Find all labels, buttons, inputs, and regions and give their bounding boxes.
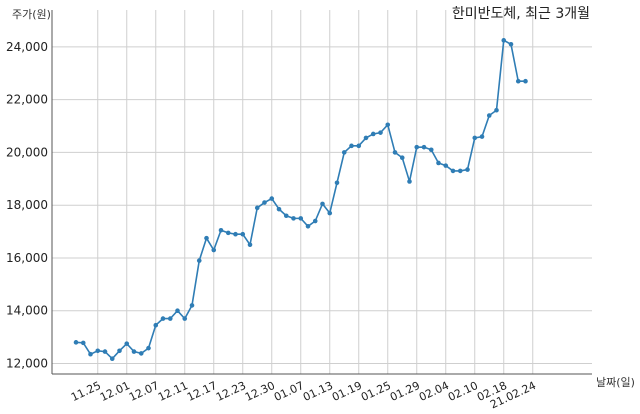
data-point xyxy=(291,216,296,221)
series-layer xyxy=(73,38,528,362)
data-point xyxy=(327,210,333,216)
data-point xyxy=(102,349,108,354)
data-point xyxy=(276,206,282,212)
data-point xyxy=(356,143,362,149)
data-point xyxy=(443,163,449,168)
y-tick-label: 16,000 xyxy=(6,251,48,265)
data-point xyxy=(95,348,101,354)
data-point xyxy=(450,168,456,174)
data-point xyxy=(523,78,528,84)
data-point xyxy=(182,316,188,321)
data-point xyxy=(457,168,463,174)
y-tick-label: 22,000 xyxy=(6,93,48,107)
data-point xyxy=(407,179,412,184)
data-point xyxy=(421,144,427,150)
data-point xyxy=(320,201,325,207)
data-point xyxy=(196,258,202,263)
data-point xyxy=(378,130,383,135)
data-point xyxy=(370,131,376,137)
data-point xyxy=(73,340,79,345)
data-point xyxy=(414,144,420,150)
data-point xyxy=(399,155,405,161)
data-point xyxy=(269,196,275,201)
data-point xyxy=(146,345,151,351)
data-point xyxy=(80,340,86,346)
data-point xyxy=(124,341,130,346)
y-tick-label: 12,000 xyxy=(6,356,48,370)
data-point xyxy=(465,167,470,172)
y-tick-label: 14,000 xyxy=(6,304,48,318)
data-point xyxy=(189,303,195,308)
data-point xyxy=(117,348,122,354)
data-point xyxy=(211,247,217,253)
data-point xyxy=(298,216,304,221)
grid-layer xyxy=(52,10,592,374)
data-point xyxy=(515,78,521,84)
data-point xyxy=(138,351,144,356)
data-point xyxy=(160,316,166,321)
data-point xyxy=(436,160,441,166)
data-point xyxy=(247,242,253,248)
data-point xyxy=(131,349,137,354)
data-point xyxy=(167,316,173,321)
data-point xyxy=(109,356,115,362)
data-point xyxy=(501,38,507,43)
data-point xyxy=(486,113,492,118)
x-axis-label: 날짜(일) xyxy=(596,375,635,389)
data-point xyxy=(334,180,340,186)
data-point xyxy=(262,200,267,205)
y-axis-label: 주가(원) xyxy=(12,8,51,21)
chart-title: 한미반도체, 최근 3개월 xyxy=(452,6,590,22)
data-point xyxy=(349,143,354,149)
data-point xyxy=(508,41,514,47)
data-point xyxy=(233,231,238,237)
data-point xyxy=(88,351,93,357)
data-point xyxy=(204,235,209,241)
data-point xyxy=(385,122,391,128)
data-point xyxy=(305,223,311,229)
y-tick-label: 20,000 xyxy=(6,145,48,159)
data-point xyxy=(341,150,347,155)
data-point xyxy=(428,147,434,153)
data-point xyxy=(283,213,289,219)
data-point xyxy=(392,150,398,155)
data-point xyxy=(218,227,224,233)
data-point xyxy=(254,205,260,211)
data-point xyxy=(494,107,499,113)
data-point xyxy=(225,230,231,236)
data-point xyxy=(240,231,246,237)
data-point xyxy=(363,135,369,141)
data-point xyxy=(153,322,159,328)
data-point xyxy=(312,218,318,224)
data-point xyxy=(479,134,485,139)
y-tick-label: 24,000 xyxy=(6,40,48,54)
y-tick-label: 18,000 xyxy=(6,198,48,212)
data-point xyxy=(472,135,478,141)
data-point xyxy=(175,308,180,313)
